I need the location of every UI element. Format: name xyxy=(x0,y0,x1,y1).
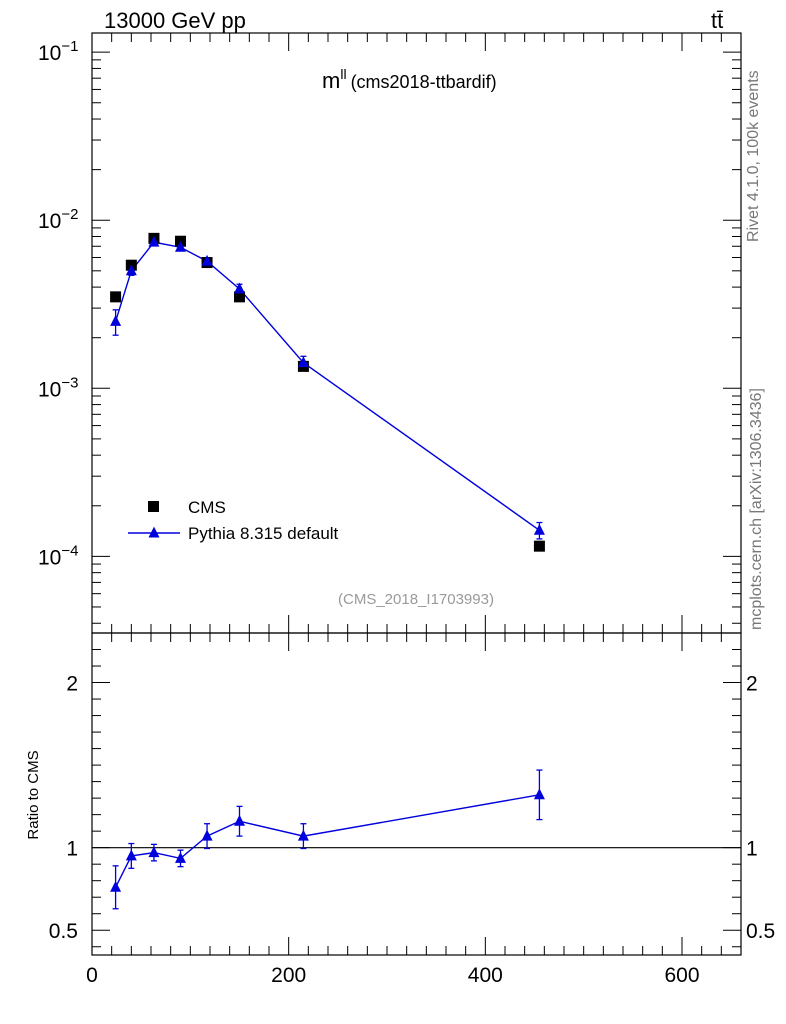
ratio-y-tick-label-left: 2 xyxy=(66,673,78,696)
main-y-tick-label: 10−2 xyxy=(38,206,78,233)
mc-data-point xyxy=(175,240,186,252)
mc-data-point xyxy=(234,282,245,294)
legend-cms-label: CMS xyxy=(188,498,226,517)
ratio-data-point xyxy=(148,846,160,858)
ratio-data-point xyxy=(201,829,213,841)
legend-mc-marker xyxy=(148,526,160,538)
cms-data-point xyxy=(110,291,122,303)
main-y-tick-label: 10−3 xyxy=(38,374,78,401)
ratio-data-point xyxy=(533,788,545,800)
mc-data-point xyxy=(125,264,137,276)
ratio-panel-frame xyxy=(91,632,742,956)
process-label: tt̄ xyxy=(711,8,724,33)
ratio-line xyxy=(114,794,540,888)
x-tick-label: 200 xyxy=(271,964,306,987)
mc-data-point xyxy=(148,235,160,247)
energy-label: 13000 GeV pp xyxy=(104,8,246,33)
mc-line xyxy=(114,241,540,531)
ratio-y-axis-label: Ratio to CMS xyxy=(25,750,42,839)
mc-data-point xyxy=(533,523,545,535)
ratio-y-tick-label-right: 2 xyxy=(746,673,758,696)
mc-data-point xyxy=(110,314,122,326)
analysis-watermark: (CMS_2018_I1703993) xyxy=(338,591,494,608)
ratio-y-tick-label-left: 0.5 xyxy=(49,920,78,943)
ratio-data-point xyxy=(110,880,122,892)
ratio-data-point xyxy=(297,829,309,841)
ratio-data-point xyxy=(125,849,137,861)
ratio-data-point xyxy=(175,851,186,863)
main-y-tick-label: 10−4 xyxy=(38,542,78,569)
x-tick-label: 0 xyxy=(86,964,98,987)
cms-data-point xyxy=(533,540,545,552)
legend-cms-marker xyxy=(148,501,159,512)
x-tick-label: 400 xyxy=(468,964,503,987)
ratio-y-tick-label-right: 0.5 xyxy=(746,920,775,943)
ratio-y-tick-label-left: 1 xyxy=(66,838,78,861)
mc-data-point xyxy=(201,254,213,266)
ratio-data-point xyxy=(234,814,245,826)
main-y-tick-label: 10−1 xyxy=(38,38,78,65)
main-panel-frame xyxy=(91,32,742,634)
cms-data-point xyxy=(234,291,245,303)
legend-mc-label: Pythia 8.315 default xyxy=(188,524,339,543)
main-title: mll (cms2018-ttbardif) xyxy=(322,66,497,93)
mc-data-point xyxy=(297,356,309,368)
ratio-y-tick-label-right: 1 xyxy=(746,838,758,861)
x-tick-label: 600 xyxy=(664,964,699,987)
